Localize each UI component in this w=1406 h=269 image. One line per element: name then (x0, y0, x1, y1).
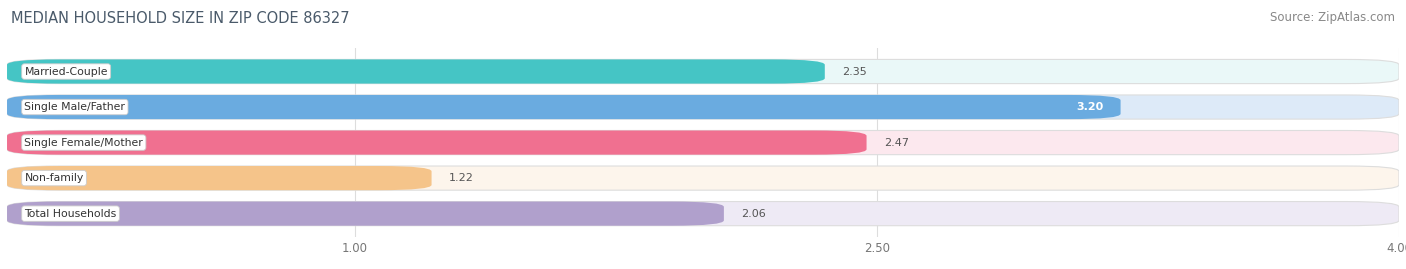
Text: Single Male/Father: Single Male/Father (24, 102, 125, 112)
Text: Source: ZipAtlas.com: Source: ZipAtlas.com (1270, 11, 1395, 24)
Text: 2.47: 2.47 (884, 137, 908, 148)
FancyBboxPatch shape (7, 201, 724, 226)
FancyBboxPatch shape (7, 59, 1399, 84)
FancyBboxPatch shape (7, 201, 1399, 226)
Text: 2.35: 2.35 (842, 66, 868, 76)
FancyBboxPatch shape (7, 95, 1399, 119)
FancyBboxPatch shape (7, 130, 866, 155)
FancyBboxPatch shape (7, 95, 1121, 119)
FancyBboxPatch shape (7, 130, 1399, 155)
Text: 2.06: 2.06 (741, 209, 766, 219)
Text: Total Households: Total Households (24, 209, 117, 219)
Text: Non-family: Non-family (24, 173, 84, 183)
Text: Single Female/Mother: Single Female/Mother (24, 137, 143, 148)
Text: MEDIAN HOUSEHOLD SIZE IN ZIP CODE 86327: MEDIAN HOUSEHOLD SIZE IN ZIP CODE 86327 (11, 11, 350, 26)
Text: 1.22: 1.22 (449, 173, 474, 183)
Text: Married-Couple: Married-Couple (24, 66, 108, 76)
FancyBboxPatch shape (7, 59, 825, 84)
FancyBboxPatch shape (7, 166, 1399, 190)
FancyBboxPatch shape (7, 166, 432, 190)
Text: 3.20: 3.20 (1076, 102, 1104, 112)
